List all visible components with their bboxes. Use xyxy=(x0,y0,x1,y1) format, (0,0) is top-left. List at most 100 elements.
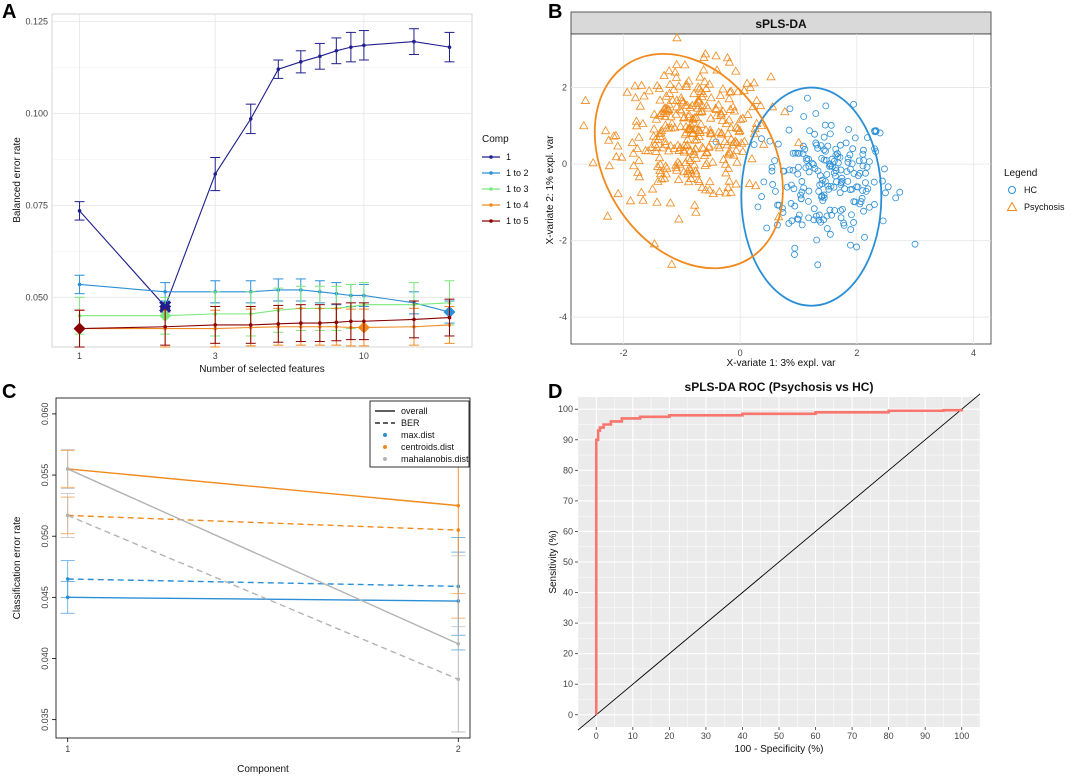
scatter-point-hc xyxy=(798,188,806,196)
scatter-point-hc xyxy=(820,194,828,202)
scatter-point-psychosis xyxy=(600,125,611,135)
scatter-point-psychosis xyxy=(656,128,666,137)
scatter-point-psychosis xyxy=(727,140,737,149)
scatter-point-psychosis xyxy=(628,148,639,157)
x-tick-label: 20 xyxy=(664,731,674,741)
scatter-point-psychosis xyxy=(705,176,715,186)
scatter-point-psychosis xyxy=(700,160,710,169)
scatter-point-psychosis xyxy=(659,103,669,113)
y-tick-label: 0.060 xyxy=(40,403,50,426)
scatter-point-hc xyxy=(858,194,866,202)
scatter-point-psychosis xyxy=(697,182,707,191)
scatter-point-psychosis xyxy=(684,163,695,172)
scatter-point-hc xyxy=(851,134,859,142)
scatter-point-hc xyxy=(812,212,820,220)
scatter-point-hc xyxy=(789,149,797,157)
scatter-point-psychosis xyxy=(669,84,679,93)
legend-marker-psychosis xyxy=(1006,201,1018,211)
scatter-point-psychosis xyxy=(622,87,632,96)
scatter-point-psychosis xyxy=(678,97,688,106)
scatter-point-hc xyxy=(760,178,768,186)
scatter-point-psychosis xyxy=(749,128,759,138)
scatter-point-hc xyxy=(810,205,818,213)
scatter-point-psychosis xyxy=(661,91,672,100)
scatter-point-psychosis xyxy=(655,165,665,174)
scatter-point-psychosis xyxy=(717,115,728,124)
scatter-point-psychosis xyxy=(767,102,778,111)
scatter-point-psychosis xyxy=(725,104,736,113)
scatter-point-psychosis xyxy=(639,91,649,100)
axis-ticks-c: 0.035 0.040 0.045 0.050 0.055 0.060 1 2 xyxy=(40,403,461,754)
scatter-point-psychosis xyxy=(681,79,692,88)
scatter-point-psychosis xyxy=(635,101,646,110)
scatter-point-psychosis xyxy=(627,137,638,147)
scatter-point-hc xyxy=(842,139,850,147)
scatter-point-hc xyxy=(879,177,886,185)
scatter-point-psychosis xyxy=(690,112,700,122)
scatter-point-hc xyxy=(822,102,830,110)
scatter-point-psychosis xyxy=(715,90,726,99)
data-point-comp-1 xyxy=(447,45,452,49)
series-line-max-dist-ber xyxy=(67,578,459,588)
scatter-point-psychosis xyxy=(611,130,621,139)
data-point-comp-1-to-5 xyxy=(276,322,281,326)
scatter-point-psychosis xyxy=(681,81,692,90)
panel-d: D sPLS-DA ROC (Psychosis vs HC) 0 10 20 30 4… xyxy=(548,380,981,755)
scatter-point-psychosis xyxy=(662,163,672,172)
scatter-point-psychosis xyxy=(755,100,766,110)
scatter-point-psychosis xyxy=(617,152,627,161)
scatter-point-psychosis xyxy=(711,104,721,113)
scatter-point-psychosis xyxy=(671,72,682,81)
scatter-point-hc xyxy=(854,183,862,191)
scatter-point-hc xyxy=(871,201,878,208)
scatter-point-psychosis xyxy=(634,155,644,165)
scatter-point-hc xyxy=(763,224,771,232)
x-tick-label: 100 xyxy=(954,731,969,741)
scatter-point-hc xyxy=(832,164,839,172)
y-tick-label: 0.040 xyxy=(40,647,50,670)
scatter-point-hc xyxy=(855,157,863,165)
scatter-point-psychosis xyxy=(683,176,694,186)
legend-label-comp-1-to-4: 1 to 4 xyxy=(506,200,529,210)
scatter-point-psychosis xyxy=(702,148,712,157)
scatter-point-psychosis xyxy=(749,78,759,87)
scatter-point-psychosis xyxy=(723,128,733,138)
x-axis-label-c: Component xyxy=(237,764,289,775)
scatter-point-psychosis xyxy=(680,157,691,167)
scatter-point-psychosis xyxy=(726,122,736,132)
data-point-comp-1 xyxy=(276,67,281,71)
data-point-centroids-dist-ber xyxy=(456,528,461,532)
scatter-point-psychosis xyxy=(695,72,705,81)
scatter-point-psychosis xyxy=(689,160,700,169)
scatter-point-psychosis xyxy=(664,99,674,108)
scatter-point-psychosis xyxy=(726,86,736,95)
scatter-point-psychosis xyxy=(680,100,691,109)
scatter-point-psychosis xyxy=(701,125,711,134)
scatter-point-psychosis xyxy=(604,160,615,170)
scatter-point-hc xyxy=(871,127,878,135)
y-tick-label: 80 xyxy=(563,465,573,475)
x-axis-label-d: 100 - Specificity (%) xyxy=(735,744,824,755)
scatter-point-psychosis xyxy=(701,83,711,92)
scatter-point-hc xyxy=(808,159,816,167)
x-tick-label: 3 xyxy=(213,351,218,361)
scatter-point-hc xyxy=(797,191,804,199)
x-tick-label: 10 xyxy=(628,731,638,741)
scatter-point-psychosis xyxy=(714,186,725,196)
scatter-point-psychosis xyxy=(731,145,741,154)
scatter-point-hc xyxy=(817,142,825,150)
scatter-point-psychosis xyxy=(706,129,716,138)
lines-d xyxy=(577,393,981,731)
x-tick-label: 80 xyxy=(884,731,894,741)
x-tick-label: -2 xyxy=(619,348,627,358)
scatter-point-psychosis xyxy=(611,151,621,161)
scatter-point-hc xyxy=(805,155,812,163)
scatter-point-hc xyxy=(826,162,833,170)
scatter-point-psychosis xyxy=(680,60,690,69)
scatter-point-psychosis xyxy=(679,147,689,156)
scatter-point-psychosis xyxy=(700,49,711,58)
scatter-point-psychosis xyxy=(655,95,665,104)
scatter-point-psychosis xyxy=(718,154,729,163)
legend-c: overall BER max.dist centroids.dist maha… xyxy=(369,400,470,468)
scatter-point-psychosis xyxy=(743,109,753,118)
